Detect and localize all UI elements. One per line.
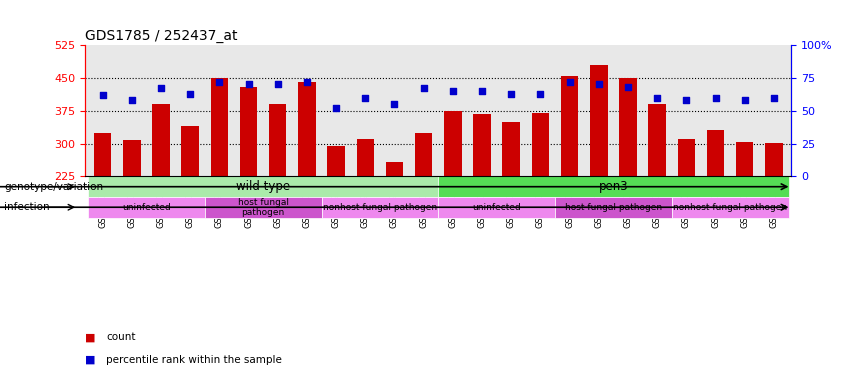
Bar (671, 197, 789, 217)
Point (767, 94, 780, 100)
Text: pen3: pen3 (598, 180, 628, 193)
Point (183, 91, 197, 97)
Bar (357, 139, 374, 176)
Bar (707, 130, 724, 176)
Point (213, 79, 226, 85)
Bar (555, 197, 671, 217)
Point (125, 97, 139, 103)
Point (621, 84, 635, 90)
Text: host fungal
pathogen: host fungal pathogen (237, 198, 288, 217)
Bar (269, 104, 287, 176)
Point (475, 88, 488, 94)
Bar (322, 197, 438, 217)
Bar (532, 113, 549, 176)
Point (563, 79, 576, 85)
Point (329, 105, 343, 111)
Text: host fungal pathogen: host fungal pathogen (565, 203, 662, 212)
Point (738, 97, 751, 103)
Point (680, 97, 694, 103)
Point (417, 86, 431, 92)
Bar (240, 87, 257, 176)
Text: uninfected: uninfected (122, 203, 171, 212)
Point (242, 81, 255, 87)
Text: percentile rank within the sample: percentile rank within the sample (106, 355, 283, 365)
Bar (590, 65, 608, 176)
Text: ■: ■ (85, 333, 95, 342)
Point (650, 94, 664, 100)
Text: nonhost fungal pathogen: nonhost fungal pathogen (673, 203, 787, 212)
Point (592, 81, 606, 87)
Bar (88, 176, 438, 197)
Bar (88, 197, 205, 217)
Bar (677, 139, 695, 176)
Point (388, 101, 402, 107)
Bar (648, 104, 666, 176)
Text: count: count (106, 333, 136, 342)
Bar (415, 133, 432, 176)
Point (154, 86, 168, 92)
Point (358, 94, 372, 100)
Bar (181, 126, 199, 176)
Bar (438, 197, 555, 217)
Point (446, 88, 460, 94)
Bar (736, 142, 753, 176)
Text: nonhost fungal pathogen: nonhost fungal pathogen (323, 203, 437, 212)
Bar (123, 140, 140, 176)
Bar (328, 146, 345, 176)
Text: GDS1785 / 252437_at: GDS1785 / 252437_at (85, 28, 237, 43)
Bar (205, 197, 322, 217)
Point (271, 81, 284, 87)
Text: ■: ■ (85, 355, 95, 365)
Text: genotype/variation: genotype/variation (4, 182, 103, 192)
Bar (298, 82, 316, 176)
Point (709, 94, 722, 100)
Text: uninfected: uninfected (472, 203, 521, 212)
Bar (561, 76, 579, 176)
Point (534, 91, 547, 97)
Bar (94, 133, 111, 176)
Bar (444, 111, 461, 176)
Bar (765, 143, 783, 176)
Bar (386, 162, 403, 176)
Bar (210, 78, 228, 176)
Point (300, 79, 314, 85)
Point (505, 91, 518, 97)
Bar (620, 78, 637, 176)
Bar (473, 114, 491, 176)
Point (96, 92, 110, 98)
Text: wild type: wild type (236, 180, 290, 193)
Bar (152, 104, 169, 176)
Text: infection: infection (4, 202, 50, 212)
Bar (438, 176, 789, 197)
Bar (502, 122, 520, 176)
